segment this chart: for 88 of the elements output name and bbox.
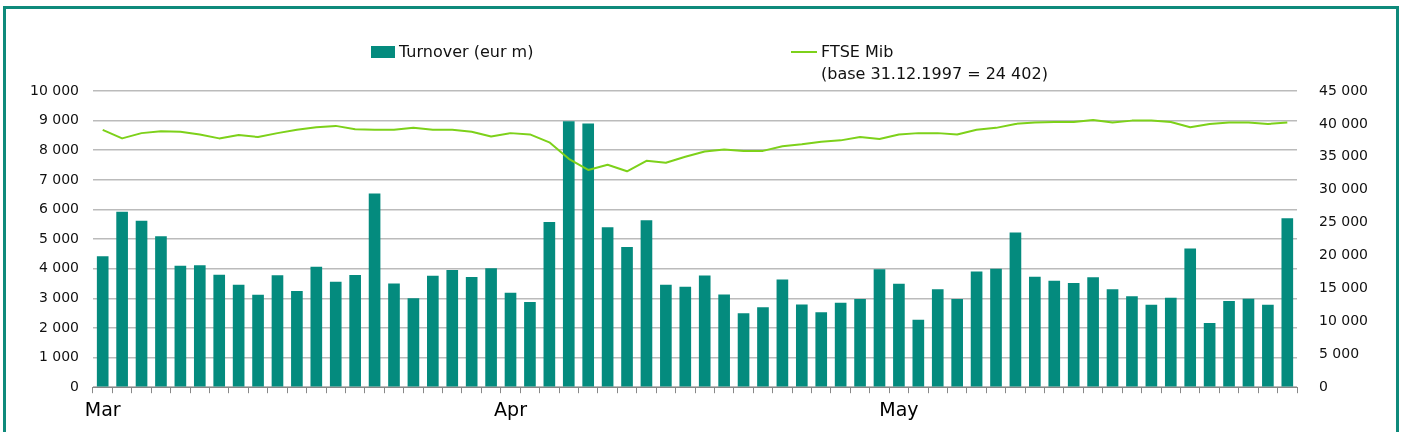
y2-tick-label: 0 bbox=[1319, 377, 1328, 394]
y-tick-label: 4 000 bbox=[38, 259, 79, 276]
y-tick-label: 10 000 bbox=[29, 81, 79, 98]
bar bbox=[1029, 276, 1041, 387]
bar bbox=[873, 269, 886, 387]
bar bbox=[232, 284, 245, 387]
bar bbox=[485, 268, 497, 387]
bar bbox=[912, 319, 925, 387]
bar bbox=[1164, 297, 1177, 387]
bar bbox=[931, 289, 944, 387]
bar bbox=[524, 301, 536, 387]
bar bbox=[1242, 298, 1255, 387]
bar bbox=[1067, 282, 1080, 387]
bar bbox=[1087, 277, 1099, 387]
bar bbox=[621, 247, 633, 387]
bar bbox=[155, 236, 167, 387]
bar bbox=[601, 227, 614, 387]
bar bbox=[757, 307, 769, 387]
bar bbox=[834, 302, 847, 387]
y-tick-label: 5 000 bbox=[38, 229, 79, 246]
legend-label: Turnover (eur m) bbox=[399, 41, 534, 63]
bar bbox=[1126, 296, 1138, 387]
bar bbox=[1184, 248, 1197, 387]
bar bbox=[1048, 280, 1061, 387]
bar bbox=[893, 283, 905, 387]
y-tick-label: 0 bbox=[70, 377, 79, 394]
legend-label: FTSE Mib (base 31.12.1997 = 24 402) bbox=[821, 41, 1048, 85]
y2-tick-label: 10 000 bbox=[1319, 312, 1369, 329]
bar bbox=[213, 274, 226, 387]
bar bbox=[776, 279, 789, 387]
bar bbox=[349, 274, 361, 387]
bar bbox=[718, 294, 730, 387]
bar bbox=[698, 275, 711, 387]
bar bbox=[174, 265, 187, 387]
bar bbox=[504, 292, 517, 387]
y-tick-label: 3 000 bbox=[38, 288, 79, 305]
bar bbox=[388, 283, 400, 387]
bar bbox=[193, 265, 206, 387]
bar bbox=[1106, 289, 1119, 387]
bar bbox=[951, 298, 963, 387]
y2-tick-label: 45 000 bbox=[1319, 81, 1369, 98]
bar bbox=[96, 256, 109, 387]
bar bbox=[795, 304, 808, 387]
y-tick-label: 1 000 bbox=[38, 348, 79, 365]
bar bbox=[1009, 232, 1022, 387]
y-tick-label: 6 000 bbox=[38, 200, 79, 217]
y2-tick-label: 30 000 bbox=[1319, 180, 1369, 197]
bar bbox=[737, 313, 750, 387]
bar bbox=[291, 290, 303, 387]
bar bbox=[368, 193, 381, 387]
bar bbox=[407, 298, 420, 387]
y2-tick-label: 40 000 bbox=[1319, 114, 1369, 131]
bar bbox=[990, 268, 1002, 387]
bar bbox=[543, 221, 556, 387]
bar bbox=[1203, 322, 1216, 387]
y-tick-label: 9 000 bbox=[38, 111, 79, 128]
bar bbox=[1223, 301, 1235, 387]
bar bbox=[970, 271, 983, 387]
bar bbox=[427, 275, 439, 387]
bar bbox=[660, 284, 672, 387]
x-tick-label: Mar bbox=[84, 397, 121, 420]
bar bbox=[582, 123, 595, 387]
y2-tick-label: 25 000 bbox=[1319, 213, 1369, 230]
x-tick-label: May bbox=[879, 397, 919, 420]
bar bbox=[252, 294, 264, 387]
bar bbox=[310, 266, 323, 387]
bar bbox=[562, 121, 575, 387]
bar bbox=[446, 269, 459, 387]
bar bbox=[329, 281, 342, 387]
y-tick-label: 2 000 bbox=[38, 318, 79, 335]
bar bbox=[465, 277, 478, 387]
y-tick-label: 8 000 bbox=[38, 140, 79, 157]
bar bbox=[679, 286, 692, 387]
x-tick-label: Apr bbox=[494, 397, 528, 420]
bar bbox=[640, 220, 653, 387]
bar bbox=[116, 211, 128, 387]
bar bbox=[1281, 218, 1294, 387]
y2-tick-label: 35 000 bbox=[1319, 147, 1369, 164]
bar bbox=[135, 220, 148, 387]
y2-tick-label: 5 000 bbox=[1319, 344, 1360, 361]
y2-tick-label: 15 000 bbox=[1319, 279, 1369, 296]
bar bbox=[1262, 304, 1274, 387]
y2-tick-label: 20 000 bbox=[1319, 246, 1369, 263]
y-tick-label: 7 000 bbox=[38, 170, 79, 187]
bar bbox=[1145, 304, 1158, 387]
bar bbox=[854, 298, 866, 387]
bar bbox=[815, 312, 828, 387]
bar bbox=[271, 275, 284, 387]
